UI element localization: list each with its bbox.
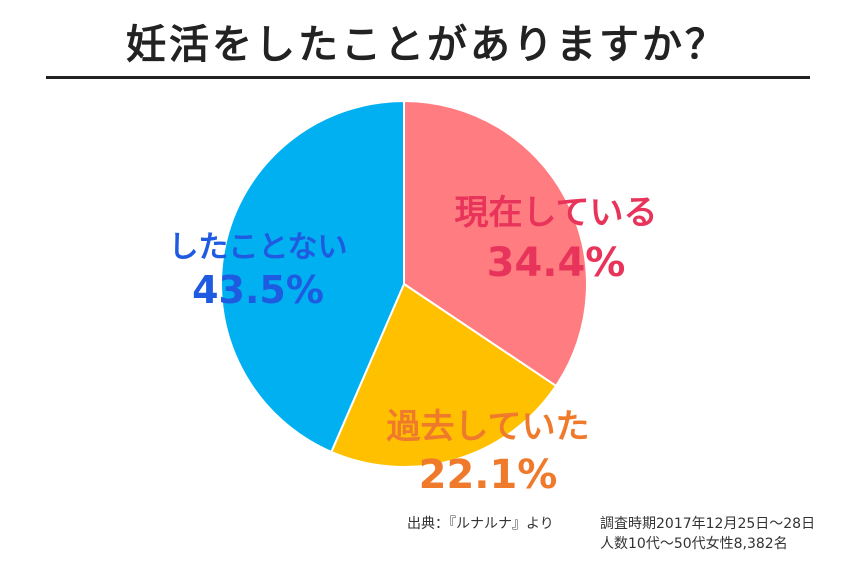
chart-title: 妊活をしたことがありますか？ [126, 22, 728, 68]
slice-value-past: 22.1% [419, 452, 558, 498]
source-period: 調査時期2017年12月25日～28日 [600, 516, 816, 532]
source-prefix: 出典：『ルナルナ』より [407, 516, 554, 532]
slice-value-current: 34.4% [487, 240, 626, 286]
slice-value-never: 43.5% [192, 268, 324, 312]
slice-label-current: 現在している [455, 193, 658, 233]
pie-slice-never [220, 99, 405, 454]
slice-label-never: したことない [168, 230, 347, 265]
pie-slice-current [403, 99, 588, 388]
pie-slice-past [330, 282, 558, 468]
source-note: 調査時期2017年12月25日～28日 人数10代～50代女性8,382名 [600, 514, 815, 554]
title-underline [46, 76, 810, 79]
pie-slices [220, 99, 588, 468]
source-sample: 人数10代～50代女性8,382名 [600, 536, 788, 552]
slice-label-past: 過去していた [387, 407, 590, 447]
